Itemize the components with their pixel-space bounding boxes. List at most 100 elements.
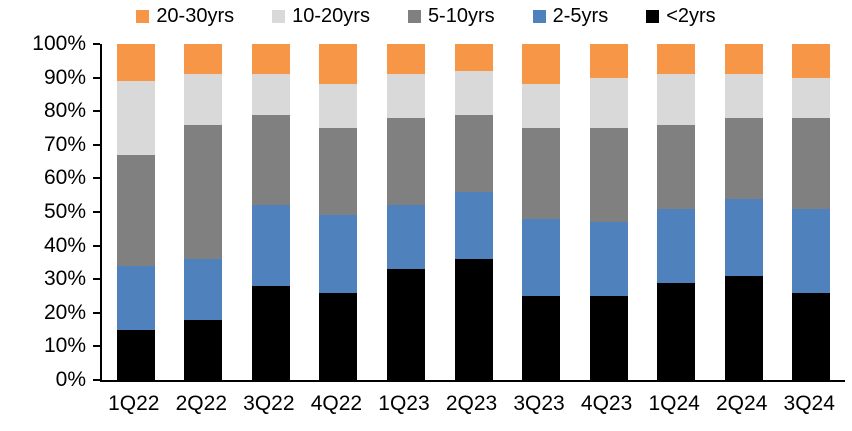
legend-label: <2yrs <box>666 5 716 27</box>
bar-segment-10-20yrs <box>319 84 358 129</box>
bars-container <box>102 44 845 380</box>
y-axis-tick <box>93 43 100 45</box>
bar-segment-20-30yrs <box>386 44 425 75</box>
bar-segment-2-5yrs <box>386 205 425 270</box>
bar-slot-1q24 <box>642 44 710 380</box>
y-axis-label: 70% <box>43 132 86 156</box>
y-axis-tick <box>93 177 100 180</box>
legend-swatch-icon <box>136 10 150 23</box>
legend-label: 5-10yrs <box>427 5 495 27</box>
bar-segment--2yrs <box>589 296 628 380</box>
legend-item-10-20yrs: 10-20yrs <box>272 5 370 28</box>
y-axis-tick <box>93 143 100 146</box>
x-axis-label-4q22: 4Q22 <box>310 392 363 415</box>
bar-segment-2-5yrs <box>184 259 223 320</box>
x-axis-labels: 1Q22 2Q22 3Q22 4Q22 1Q23 2Q23 3Q23 4Q23 1Q24 2Q24… <box>100 392 843 416</box>
y-axis-label: 30% <box>43 267 86 291</box>
bar-segment-20-30yrs <box>792 44 831 78</box>
bar-segment-10-20yrs <box>386 74 425 118</box>
bar-4q22 <box>319 44 358 380</box>
y-axis-tick <box>93 244 100 247</box>
bar-segment-2-5yrs <box>454 191 493 260</box>
x-axis-label-3q24: 3Q24 <box>783 392 835 415</box>
y-axis-label: 100% <box>32 32 86 55</box>
bar-segment-5-10yrs <box>454 114 493 192</box>
y-axis-tick <box>93 76 100 79</box>
bar-segment-2-5yrs <box>251 205 290 286</box>
y-axis-label: 60% <box>43 166 86 190</box>
x-axis-label-1q24: 1Q24 <box>648 392 700 415</box>
bar-2q24 <box>724 44 763 380</box>
y-axis-label: 90% <box>43 65 86 89</box>
y-axis-label: 20% <box>43 300 86 324</box>
x-axis-label-3q22: 3Q22 <box>243 392 295 415</box>
bar-segment-10-20yrs <box>454 70 493 115</box>
bar-3q24 <box>792 44 831 380</box>
bar-4q23 <box>589 44 628 380</box>
bar-segment-2-5yrs <box>724 198 763 276</box>
bar-segment-5-10yrs <box>792 117 831 209</box>
y-axis-label: 80% <box>43 99 86 123</box>
x-axis-label-2q23: 2Q23 <box>445 392 498 415</box>
bar-segment-2-5yrs <box>319 215 358 293</box>
y-axis-tick <box>93 345 100 348</box>
bar-segment-20-30yrs <box>251 44 290 75</box>
bar-segment-10-20yrs <box>251 74 290 115</box>
y-axis-label: 40% <box>43 233 86 257</box>
legend-swatch-icon <box>532 10 546 23</box>
bar-segment-10-20yrs <box>792 77 831 118</box>
y-axis-tick <box>93 311 100 314</box>
bar-segment-20-30yrs <box>116 44 155 81</box>
y-axis-tick <box>93 211 100 213</box>
bar-segment-2-5yrs <box>792 208 831 293</box>
bar-segment-20-30yrs <box>724 44 763 75</box>
bar-segment-5-10yrs <box>319 128 358 216</box>
bar-segment-2-5yrs <box>589 222 628 296</box>
bar-slot-2q22 <box>170 44 238 380</box>
legend-label: 2-5yrs <box>552 5 609 27</box>
bar-segment-5-10yrs <box>522 128 561 219</box>
bar-segment-20-30yrs <box>657 44 696 75</box>
bar-1q23 <box>386 44 425 380</box>
legend-swatch-icon <box>646 10 660 23</box>
bar-segment-5-10yrs <box>184 124 223 260</box>
bar-slot-4q22 <box>305 44 373 380</box>
bar-segment-5-10yrs <box>251 114 290 206</box>
bar-segment-20-30yrs <box>454 44 493 71</box>
bar-slot-2q24 <box>710 44 778 380</box>
bar-3q23 <box>522 44 561 380</box>
bar-segment-20-30yrs <box>184 44 223 75</box>
legend-label: 10-20yrs <box>292 5 370 27</box>
bar-segment--2yrs <box>724 275 763 380</box>
bar-segment-2-5yrs <box>657 208 696 283</box>
bar-segment-5-10yrs <box>386 117 425 206</box>
bar-segment-2-5yrs <box>522 218 561 296</box>
bar-segment-5-10yrs <box>657 124 696 209</box>
bar-segment-10-20yrs <box>184 74 223 125</box>
bar-3q22 <box>251 44 290 380</box>
bar-segment-2-5yrs <box>116 265 155 330</box>
bar-segment--2yrs <box>251 285 290 380</box>
bar-slot-4q23 <box>575 44 643 380</box>
bar-segment--2yrs <box>386 269 425 380</box>
x-axis-label-1q23: 1Q23 <box>378 392 430 415</box>
y-axis-label: 50% <box>43 200 86 223</box>
bar-segment-20-30yrs <box>319 44 358 85</box>
legend-item-5-10yrs: 5-10yrs <box>407 5 495 28</box>
bar-segment-10-20yrs <box>522 84 561 129</box>
bar-segment-20-30yrs <box>522 44 561 85</box>
bar-segment-10-20yrs <box>724 74 763 118</box>
y-axis-label: 0% <box>55 368 86 391</box>
y-axis-tick <box>93 278 100 281</box>
legend-swatch-icon <box>272 10 286 23</box>
bar-segment--2yrs <box>116 329 155 380</box>
bar-1q24 <box>657 44 696 380</box>
chart-legend: 20-30yrs 10-20yrs 5-10yrs 2-5yrs <2yrs <box>0 5 852 28</box>
x-axis-label-2q22: 2Q22 <box>175 392 227 415</box>
y-axis-label: 10% <box>43 334 86 358</box>
x-axis-label-1q22: 1Q22 <box>108 392 160 415</box>
bar-segment--2yrs <box>319 292 358 380</box>
bar-segment-5-10yrs <box>116 154 155 266</box>
x-axis-label-3q23: 3Q23 <box>513 392 565 415</box>
